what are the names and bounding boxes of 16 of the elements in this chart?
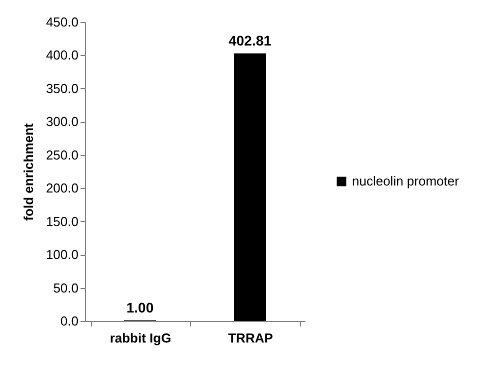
y-tick-label: 250.0: [46, 147, 78, 162]
y-tick-label: 150.0: [46, 214, 78, 229]
y-tick-label: 50.0: [53, 280, 78, 296]
y-tick-label: 400.0: [46, 48, 78, 63]
x-tick-label: TRRAP: [228, 330, 274, 346]
y-axis-title: fold enrichment: [20, 122, 36, 221]
data-label: 402.81: [228, 32, 272, 48]
x-tick-label: rabbit IgG: [110, 330, 172, 346]
y-tick-label: 300.0: [46, 114, 78, 130]
y-tick-label: 450.0: [46, 14, 78, 30]
y-tick-label: 350.0: [46, 80, 78, 96]
data-label: 1.00: [126, 299, 154, 316]
legend-label: nucleolin promoter: [352, 174, 460, 188]
y-tick-label: 200.0: [46, 180, 78, 196]
y-tick-label: 100.0: [46, 247, 78, 262]
y-tick-label: 0.0: [60, 314, 78, 328]
